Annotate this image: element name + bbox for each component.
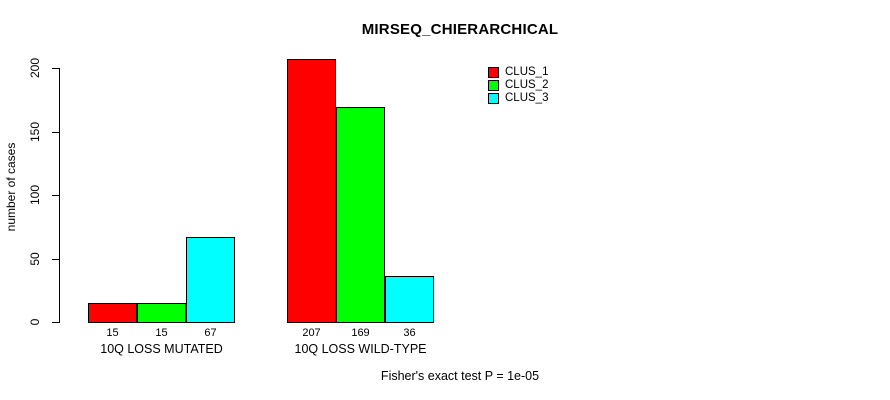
legend-label: CLUS_2: [505, 79, 549, 91]
legend-item-clus_3: CLUS_3: [488, 92, 548, 104]
y-tick-mark: [52, 195, 59, 196]
legend-swatch-clus_2: [488, 79, 499, 91]
bar-clus_2: [137, 303, 186, 323]
y-tick-label: 50: [28, 252, 42, 266]
footer-note: Fisher's exact test P = 1e-05: [380, 369, 540, 383]
y-tick-label: 100: [28, 184, 42, 206]
bar-value-label: 15: [106, 327, 119, 339]
bar-value-label: 36: [403, 327, 416, 339]
chart-title: MIRSEQ_CHIERARCHICAL: [361, 21, 559, 38]
y-axis-line: [59, 68, 60, 323]
y-tick-label: 0: [28, 318, 42, 326]
y-tick-mark: [52, 132, 59, 133]
y-tick-mark: [52, 68, 59, 69]
bar-clus_1: [287, 59, 336, 323]
y-tick-mark: [52, 322, 59, 323]
legend-swatch-clus_1: [488, 66, 499, 78]
group-label: 10Q LOSS MUTATED: [100, 342, 223, 356]
legend-item-clus_2: CLUS_2: [488, 79, 548, 91]
y-tick-label: 150: [28, 121, 42, 143]
group-label: 10Q LOSS WILD-TYPE: [294, 342, 427, 356]
legend-label: CLUS_1: [505, 66, 549, 78]
y-tick-mark: [52, 259, 59, 260]
y-axis-label: number of cases: [4, 142, 18, 232]
bar-clus_1: [88, 303, 137, 323]
bar-clus_3: [186, 237, 235, 323]
bar-value-label: 15: [155, 327, 168, 339]
legend-label: CLUS_3: [505, 92, 549, 104]
y-tick-label: 200: [28, 57, 42, 79]
bar-clus_2: [336, 107, 385, 323]
legend-item-clus_1: CLUS_1: [488, 66, 548, 78]
legend-swatch-clus_3: [488, 92, 499, 104]
bar-value-label: 169: [351, 327, 370, 339]
bar-clus_3: [385, 276, 434, 323]
bar-value-label: 207: [302, 327, 321, 339]
bar-value-label: 67: [204, 327, 217, 339]
